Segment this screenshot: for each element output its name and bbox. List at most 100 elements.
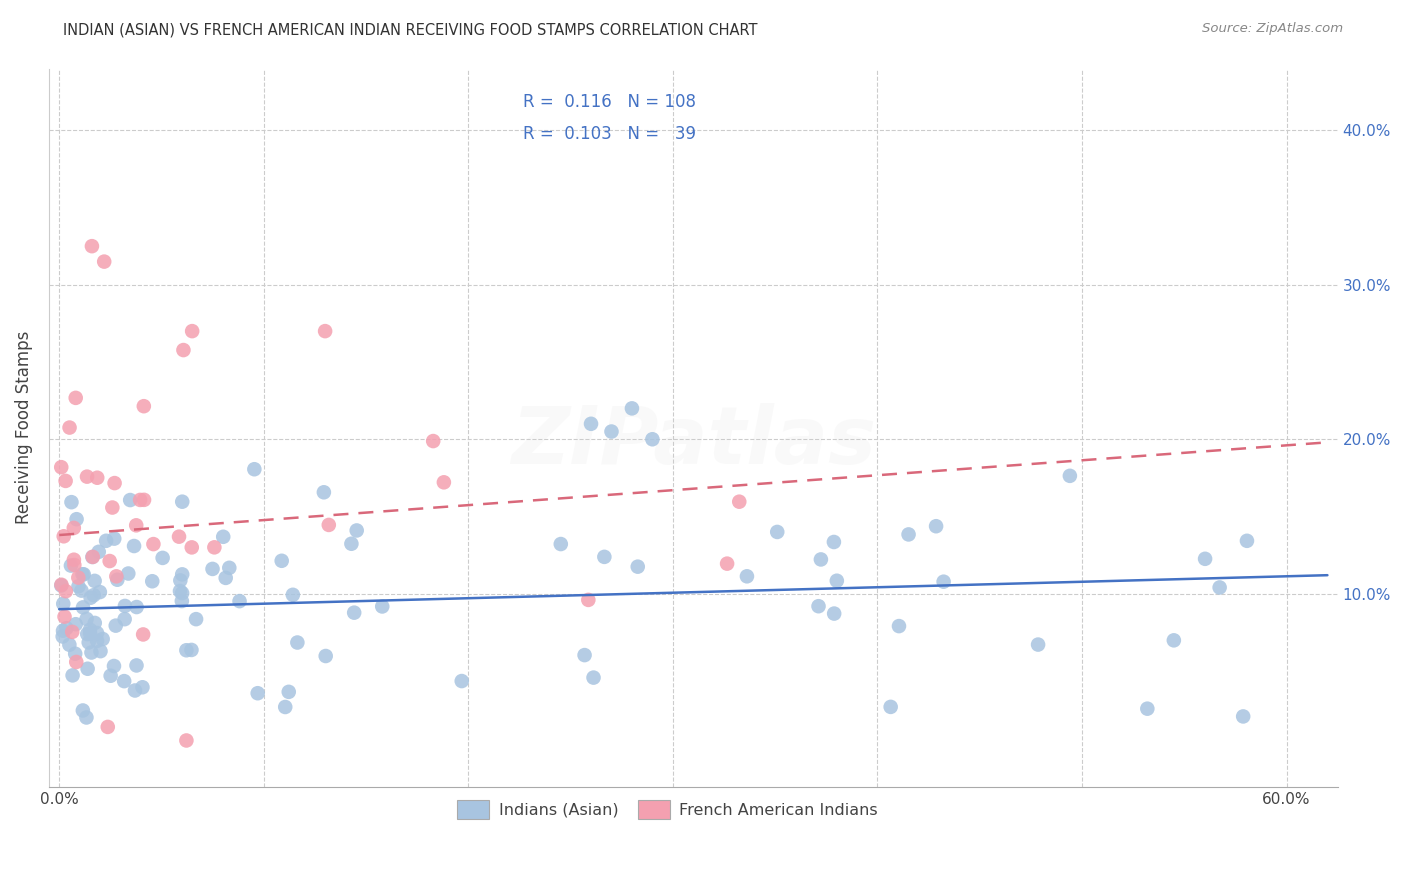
Point (79, 626, 101, 640)
Point (105, 573, 128, 587)
Point (125, 518, 148, 533)
Point (70, 583, 93, 598)
Point (83, 574, 105, 588)
Point (1208, 581, 1230, 595)
Point (86, 633, 108, 648)
Point (117, 566, 139, 581)
Point (51, 578, 73, 592)
Point (422, 434, 444, 448)
Point (114, 599, 136, 613)
Point (89, 644, 111, 658)
Point (101, 500, 124, 515)
Point (53, 609, 76, 624)
Point (104, 618, 127, 632)
Point (55, 474, 77, 488)
Point (728, 494, 751, 508)
Point (52, 630, 75, 644)
Point (433, 475, 456, 490)
Point (87, 545, 110, 559)
Point (129, 492, 152, 507)
Point (641, 432, 664, 446)
Point (172, 567, 194, 582)
Point (170, 594, 193, 608)
Point (735, 569, 758, 583)
Point (823, 607, 845, 621)
Point (1059, 468, 1081, 483)
Point (141, 574, 163, 589)
Point (76, 612, 98, 626)
Point (55, 621, 77, 635)
Point (86, 471, 108, 485)
Point (100, 669, 122, 683)
Point (1163, 633, 1185, 648)
Point (63, 558, 86, 572)
Point (1026, 638, 1049, 652)
Point (167, 530, 190, 544)
Point (125, 658, 148, 673)
Point (58, 638, 80, 652)
Point (62, 521, 84, 535)
Point (124, 683, 146, 698)
Point (346, 524, 368, 538)
Point (89, 585, 111, 599)
Point (132, 492, 155, 507)
Point (65, 391, 87, 405)
Point (82, 549, 104, 564)
Point (76, 627, 98, 641)
Point (52, 597, 75, 611)
Text: Source: ZipAtlas.com: Source: ZipAtlas.com (1202, 22, 1343, 36)
Point (1232, 709, 1254, 723)
Point (202, 541, 225, 555)
Point (98, 554, 121, 568)
Point (131, 680, 153, 694)
Point (176, 733, 198, 747)
Point (274, 700, 297, 714)
Point (277, 685, 299, 699)
Point (716, 557, 738, 571)
Point (450, 674, 472, 689)
Point (825, 574, 848, 588)
Point (340, 537, 363, 551)
Point (215, 571, 238, 585)
Point (627, 559, 650, 574)
Point (600, 425, 623, 439)
Point (169, 584, 191, 599)
Point (879, 699, 901, 714)
Point (125, 600, 148, 615)
Point (83, 615, 105, 630)
Point (120, 493, 142, 508)
Point (105, 569, 128, 583)
Legend: Indians (Asian), French American Indians: Indians (Asian), French American Indians (451, 793, 884, 825)
Point (59, 558, 82, 573)
Point (103, 532, 125, 546)
Point (169, 574, 191, 588)
Point (246, 686, 269, 700)
Point (201, 562, 224, 576)
Point (112, 674, 135, 689)
Point (132, 627, 155, 641)
Point (823, 535, 845, 549)
Point (75, 710, 97, 724)
Point (142, 537, 165, 551)
Point (270, 554, 292, 568)
Point (79, 591, 101, 605)
Point (172, 494, 194, 508)
Point (172, 343, 194, 357)
Point (51, 460, 73, 475)
Point (897, 527, 920, 541)
Point (76, 662, 98, 676)
Point (315, 648, 337, 663)
Point (1236, 533, 1258, 548)
Point (67, 571, 90, 585)
Point (52, 624, 75, 638)
Point (60, 495, 83, 509)
Point (579, 417, 602, 431)
Point (314, 324, 336, 338)
Point (287, 635, 309, 649)
Point (122, 539, 145, 553)
Point (318, 517, 340, 532)
Point (97, 720, 120, 734)
Point (132, 399, 155, 413)
Text: R =  0.103   N =   39: R = 0.103 N = 39 (523, 125, 696, 143)
Point (576, 593, 599, 607)
